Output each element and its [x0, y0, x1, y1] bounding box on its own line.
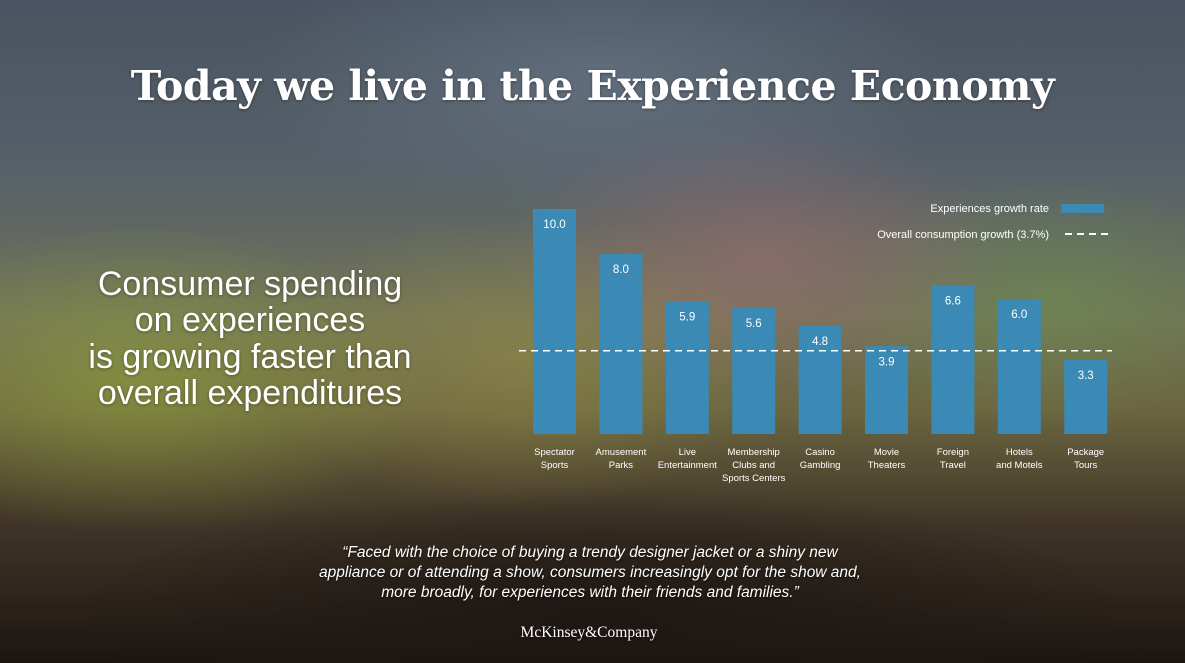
bars-group: 10.0 8.0 5.9 5.6 4.8 3.9 6.6 6.0 3.3	[533, 209, 1108, 434]
bar	[997, 299, 1041, 434]
bar	[1064, 359, 1108, 434]
bar-value-label: 10.0	[543, 219, 565, 231]
slide-title: Today we live in the Experience Economy	[130, 62, 1055, 110]
mckinsey-logo: McKinsey&Company	[520, 624, 658, 641]
category-label-line: Movie	[874, 447, 899, 458]
quote-line: more broadly, for experiences with their…	[381, 584, 799, 602]
subtitle-line: on experiences	[134, 301, 366, 340]
bar	[533, 209, 576, 434]
chart-legend: Experiences growth rate Overall consumpt…	[877, 203, 1110, 241]
bar-value-label: 6.0	[1011, 309, 1027, 321]
legend-label-growth-rate: Experiences growth rate	[930, 203, 1049, 215]
bar	[865, 346, 908, 434]
category-label: Membership Clubs and Sports Centers	[722, 447, 786, 484]
category-labels-group: Spectator Sports Amusement Parks Live Enterta…	[534, 447, 1104, 484]
bar	[732, 308, 776, 434]
bar-value-label: 3.9	[879, 356, 895, 368]
category-label-line: and Motels	[996, 460, 1043, 471]
bar-value-label: 8.0	[613, 264, 629, 276]
quote-line: “Faced with the choice of buying a trend…	[342, 544, 838, 561]
category-label-line: Entertainment	[658, 460, 718, 471]
category-label-line: Sports	[541, 460, 569, 471]
bar-value-label: 5.6	[746, 318, 762, 330]
category-label-line: Theaters	[868, 460, 906, 471]
bar-value-label: 4.8	[812, 336, 828, 348]
category-label-line: Spectator	[534, 447, 575, 458]
quote-line: appliance or of attending a show, consum…	[319, 564, 861, 582]
category-label: Movie Theaters	[868, 447, 906, 471]
bar	[798, 326, 842, 434]
category-label: Package Tours	[1067, 447, 1104, 471]
legend-label-overall-consumption: Overall consumption growth (3.7%)	[877, 229, 1049, 241]
category-label-line: Live	[679, 447, 696, 458]
quote: “Faced with the choice of buying a trend…	[280, 543, 900, 603]
bar	[665, 301, 709, 434]
category-label-line: Hotels	[1006, 447, 1033, 458]
legend-swatch-growth-rate	[1061, 204, 1104, 213]
category-label-line: Package	[1067, 447, 1104, 458]
category-label-line: Parks	[609, 460, 634, 471]
subtitle-line: is growing faster than	[88, 337, 412, 376]
category-label: Foreign Travel	[937, 447, 969, 471]
category-label-line: Travel	[940, 460, 966, 471]
bar	[599, 254, 643, 434]
category-label-line: Casino	[805, 447, 835, 458]
bar-value-label: 5.9	[679, 311, 695, 323]
bar-value-label: 3.3	[1078, 370, 1094, 382]
category-label: Amusement Parks	[596, 447, 647, 471]
category-label: Spectator Sports	[534, 447, 575, 471]
category-label: Live Entertainment	[658, 447, 718, 471]
category-label-line: Foreign	[937, 447, 969, 458]
category-label: Hotels and Motels	[996, 447, 1043, 471]
bar-value-label: 6.6	[945, 296, 961, 308]
category-label-line: Clubs and	[732, 460, 775, 471]
subtitle-line: Consumer spending	[97, 265, 403, 303]
category-label: Casino Gambling	[800, 447, 841, 471]
category-label-line: Gambling	[800, 460, 841, 471]
subtitle-line: overall expenditures	[97, 374, 403, 413]
category-label-line: Membership	[728, 447, 780, 458]
category-label-line: Sports Centers	[722, 473, 786, 484]
category-label-line: Amusement	[596, 447, 647, 458]
bar	[931, 285, 975, 434]
subtitle: Consumer spending on experiences is grow…	[40, 266, 460, 412]
category-label-line: Tours	[1074, 460, 1097, 471]
